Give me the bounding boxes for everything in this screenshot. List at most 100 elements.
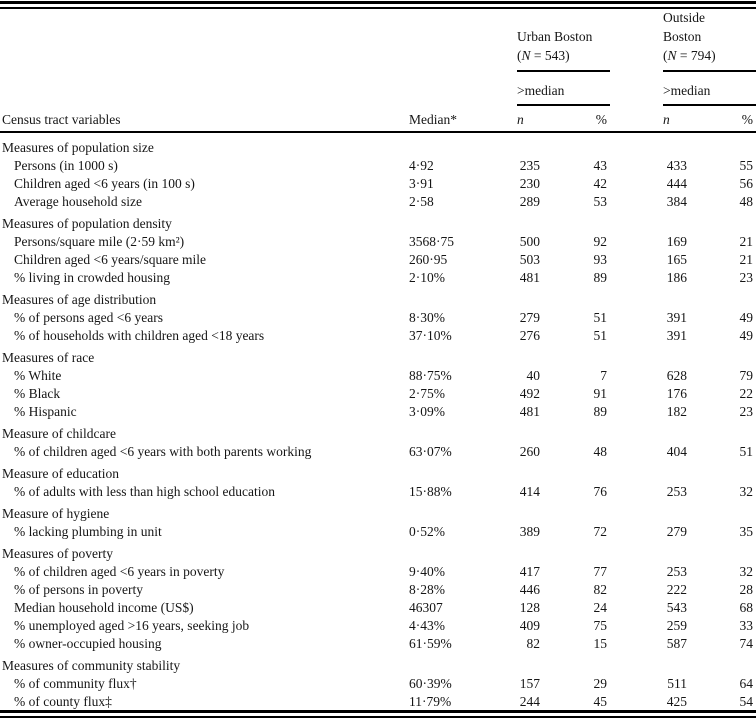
cell-outside-pct — [687, 545, 753, 563]
cell-outside-pct: 64 — [739, 676, 754, 691]
cell-urban-n: 409 — [519, 618, 540, 633]
cell-outside-pct: 51 — [739, 444, 754, 459]
cell-urban-pct: 77 — [593, 564, 608, 579]
variable-label: Persons/square mile (2·59 km²) — [14, 234, 185, 249]
cell-outside-n: 384 — [666, 194, 687, 209]
table-row: Median household income (US$) 46307 128 24 5… — [0, 599, 753, 617]
cell-urban-pct: 24 — [593, 600, 608, 615]
table-body: Measures of population size Persons (in 1… — [0, 135, 753, 711]
outside-pct-column-header: % — [741, 112, 753, 127]
cell-urban-pct: 76 — [593, 484, 608, 499]
cell-outside-n: 186 — [666, 270, 687, 285]
outside-n-column-header: n — [663, 112, 670, 127]
urban-n-column-header: n — [517, 112, 524, 127]
table-row: % of persons in poverty 8·28% 446 82 222 28 — [0, 581, 753, 599]
bottom-double-rule-upper — [0, 710, 756, 713]
cell-urban-n: 500 — [519, 234, 540, 249]
variable-label: % of county flux‡ — [14, 694, 112, 709]
cell-median: 37·10% — [409, 328, 452, 343]
table-row: % of community flux† 60·39% 157 29 511 64 — [0, 675, 753, 693]
cell-urban-pct — [540, 349, 607, 367]
cell-urban-n: 82 — [526, 636, 541, 651]
cell-outside-n: 165 — [666, 252, 687, 267]
cell-median: 11·79% — [409, 694, 452, 709]
table-row: % Hispanic 3·09% 481 89 182 23 — [0, 403, 753, 421]
cell-median: 0·52% — [409, 524, 445, 539]
variable-label: % owner-occupied housing — [14, 636, 162, 651]
table-row: Children aged <6 years (in 100 s) 3·91 230… — [0, 175, 753, 193]
urban-group-rule — [517, 70, 610, 72]
table-row: % of children aged <6 years with both pa… — [0, 443, 753, 461]
cell-outside-pct: 74 — [739, 636, 754, 651]
outside-submedian-header: >median — [663, 83, 711, 98]
cell-median: 8·28% — [409, 582, 445, 597]
section-label: Measures of age distribution — [2, 292, 157, 307]
variable-label: Children aged <6 years/square mile — [14, 252, 207, 267]
cell-outside-n: 222 — [666, 582, 687, 597]
cell-median: 15·88% — [409, 484, 452, 499]
cell-urban-n: 446 — [519, 582, 540, 597]
section-row: Measures of race — [0, 349, 753, 367]
cell-urban-n: 417 — [519, 564, 540, 579]
variable-label: % White — [14, 368, 62, 383]
cell-outside-n: 253 — [666, 484, 687, 499]
cell-urban-pct — [540, 291, 607, 309]
cell-outside-n: 169 — [666, 234, 687, 249]
table-row: Average household size 2·58 289 53 384 48 — [0, 193, 753, 211]
variable-label: % lacking plumbing in unit — [14, 524, 162, 539]
cell-median: 2·58 — [409, 194, 434, 209]
cell-outside-n: 176 — [666, 386, 687, 401]
variable-label: % unemployed aged >16 years, seeking job — [14, 618, 250, 633]
cell-median — [409, 657, 490, 675]
cell-urban-n — [490, 291, 540, 309]
cell-outside-pct: 48 — [739, 194, 754, 209]
cell-outside-n — [607, 465, 687, 483]
section-row: Measures of population density — [0, 215, 753, 233]
table-row: % Black 2·75% 492 91 176 22 — [0, 385, 753, 403]
table-row: % of children aged <6 years in poverty 9·… — [0, 563, 753, 581]
cell-urban-n: 389 — [519, 524, 540, 539]
variables-column-header: Census tract variables — [2, 112, 121, 127]
table-row: % lacking plumbing in unit 0·52% 389 72 279 3… — [0, 523, 753, 541]
cell-outside-n — [607, 291, 687, 309]
cell-outside-n: 391 — [666, 310, 687, 325]
urban-pct-column-header: % — [595, 112, 607, 127]
urban-boston-n: (N = 543) — [517, 48, 570, 63]
table-row: Persons/square mile (2·59 km²) 3568·75 500… — [0, 233, 753, 251]
section-label: Measures of poverty — [2, 546, 113, 561]
cell-outside-n: 444 — [666, 176, 687, 191]
cell-median — [409, 349, 490, 367]
cell-outside-pct: 68 — [739, 600, 754, 615]
section-label: Measures of population size — [2, 140, 154, 155]
cell-urban-pct: 42 — [593, 176, 608, 191]
top-double-rule-lower — [0, 6, 756, 9]
cell-median — [409, 505, 490, 523]
cell-urban-n — [490, 505, 540, 523]
table-row: % living in crowded housing 2·10% 481 89 186… — [0, 269, 753, 287]
table-row: % of adults with less than high school e… — [0, 483, 753, 501]
cell-outside-pct — [687, 215, 753, 233]
variable-label: % of households with children aged <18 y… — [14, 328, 265, 343]
outside-boston-name: Outside Boston — [663, 10, 705, 44]
section-row: Measure of education — [0, 465, 753, 483]
table-row: % owner-occupied housing 61·59% 82 15 587 74 — [0, 635, 753, 653]
section-label: Measures of community stability — [2, 658, 181, 673]
cell-urban-pct — [540, 545, 607, 563]
cell-median: 60·39% — [409, 676, 452, 691]
cell-urban-pct — [540, 465, 607, 483]
variable-label: % Hispanic — [14, 404, 77, 419]
cell-median: 3·09% — [409, 404, 445, 419]
cell-urban-n: 235 — [519, 158, 540, 173]
cell-median: 88·75% — [409, 368, 452, 383]
cell-urban-pct: 51 — [593, 328, 608, 343]
variable-label: % of persons in poverty — [14, 582, 143, 597]
variable-label: Children aged <6 years (in 100 s) — [14, 176, 195, 191]
variable-label: Persons (in 1000 s) — [14, 158, 118, 173]
cell-median: 260·95 — [409, 252, 448, 267]
cell-median — [409, 291, 490, 309]
table-row: % White 88·75% 40 7 628 79 — [0, 367, 753, 385]
cell-outside-n — [607, 349, 687, 367]
cell-outside-n: 543 — [666, 600, 687, 615]
cell-outside-n: 511 — [667, 676, 687, 691]
cell-median — [409, 425, 490, 443]
